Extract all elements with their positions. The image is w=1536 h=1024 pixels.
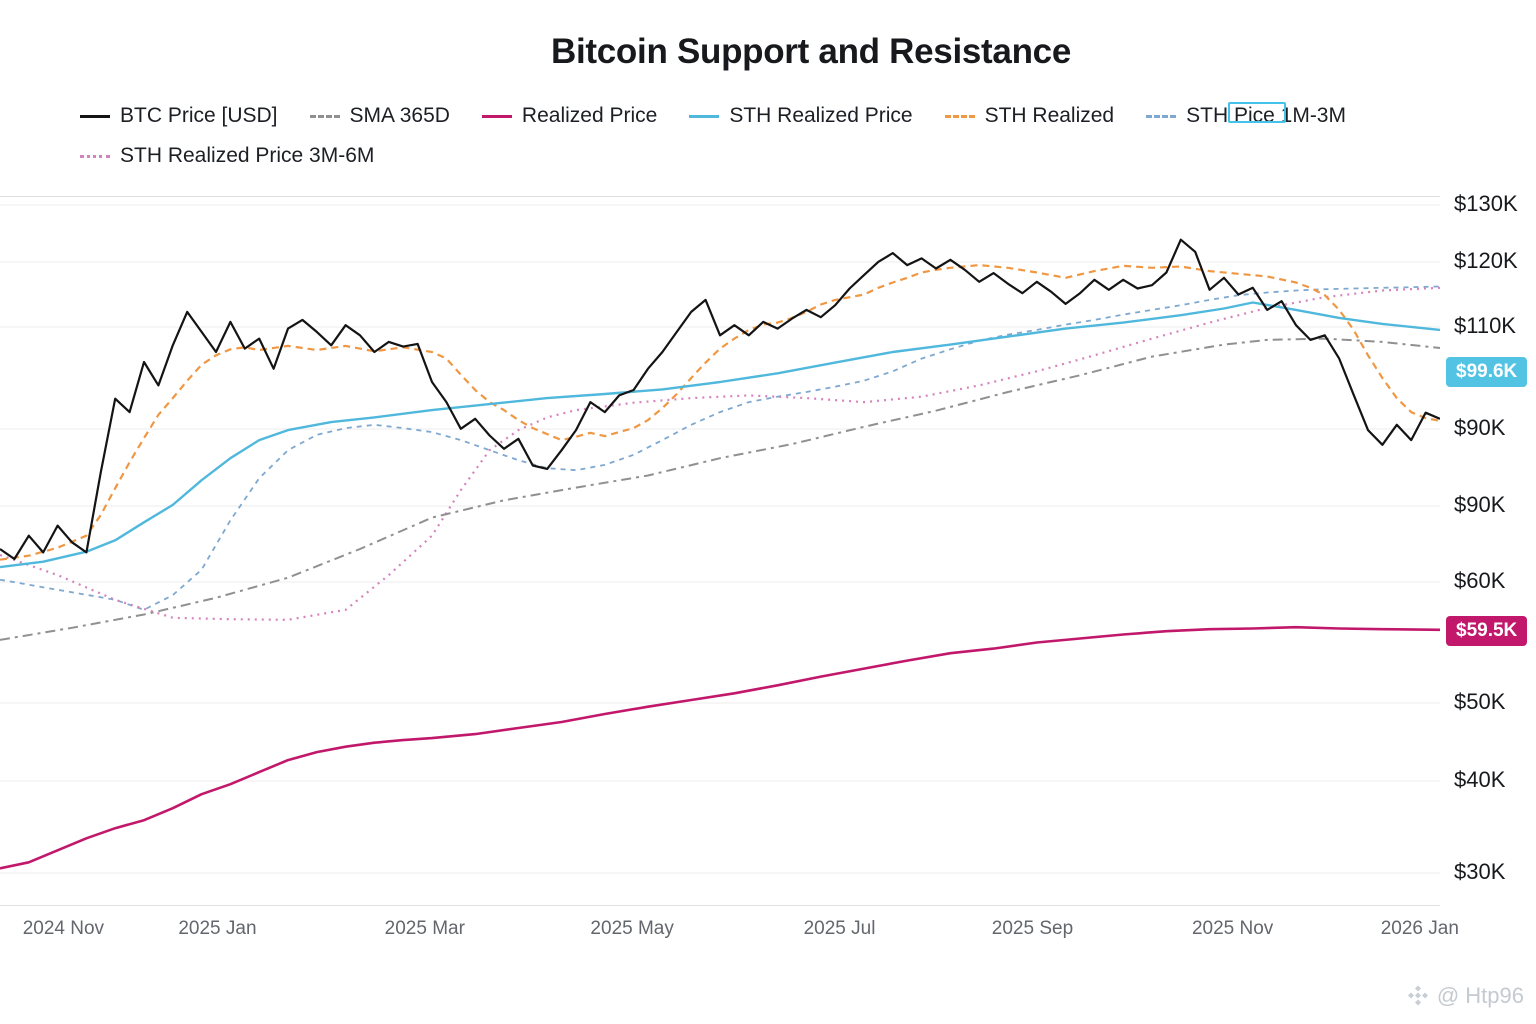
legend-item-sth-realized-price[interactable]: STH Realized Price (689, 102, 913, 130)
y-axis-label: $60K (1454, 568, 1506, 593)
legend-item-sth-realized-price-3m-6m[interactable]: STH Realized Price 3M-6M (80, 142, 374, 170)
chart-svg[interactable] (0, 196, 1441, 906)
legend-item-realized-price[interactable]: Realized Price (481, 102, 658, 130)
x-axis-label: 2025 Mar (384, 918, 465, 939)
last-value-badge: $59.5K (1446, 616, 1528, 646)
legend-swatch-icon (689, 114, 720, 118)
x-axis-label: 2025 May (590, 918, 674, 939)
watermark-text: @ Htp96 (1436, 983, 1524, 1008)
legend-swatch-icon (944, 114, 975, 118)
legend-label: SMA 365D (349, 104, 450, 127)
series-line-3 (0, 301, 1441, 569)
legend-highlight-artifact (1228, 102, 1286, 123)
watermark: @ Htp96 (1406, 983, 1524, 1009)
legend: BTC Price [USD] SMA 365D Realized Price … (80, 102, 1480, 170)
series-line-2 (0, 625, 1441, 870)
plot-area (0, 196, 1441, 906)
x-axis-label: 2025 Jan (178, 918, 257, 939)
series-line-5 (0, 285, 1441, 611)
legend-item-sth-price-1m-3m[interactable]: STH Pice 1M-3M (1146, 102, 1346, 130)
series-line-6 (0, 286, 1441, 621)
x-axis-label: 2026 Jan (1380, 918, 1459, 939)
series-line-1 (0, 337, 1441, 641)
legend-item-sth-realized[interactable]: STH Realized (944, 102, 1115, 130)
last-value-badge: $99.6K (1446, 357, 1528, 387)
series-line-0 (0, 238, 1441, 561)
legend-label: Realized Price (521, 104, 658, 127)
x-axis-label: 2024 Nov (22, 918, 105, 939)
y-axis-label: $120K (1454, 248, 1518, 273)
series-line-4 (0, 264, 1441, 561)
y-axis-label: $50K (1454, 689, 1506, 714)
legend-label: STH Realized Price (729, 104, 913, 127)
legend-swatch-icon (80, 154, 110, 158)
legend-item-sma-365d[interactable]: SMA 365D (309, 102, 450, 130)
x-axis-label: 2025 Jul (803, 918, 876, 939)
legend-swatch-icon (309, 114, 340, 118)
y-axis-label: $30K (1454, 859, 1506, 884)
legend-label: STH Realized Price 3M-6M (120, 144, 375, 167)
y-axis-label: $90K (1454, 415, 1506, 440)
y-axis-label: $90K (1454, 492, 1506, 517)
chart-title: Bitcoin Support and Resistance (551, 32, 1071, 71)
legend-label: STH Pice 1M-3M (1186, 104, 1346, 127)
binance-logo-icon (1407, 985, 1428, 1006)
x-axis-label: 2025 Nov (1191, 918, 1274, 939)
y-axis-label: $130K (1454, 191, 1518, 216)
y-axis-label: $110K (1454, 313, 1516, 338)
legend-label: STH Realized (984, 104, 1115, 127)
legend-label: BTC Price [USD] (120, 104, 278, 127)
legend-swatch-icon (80, 114, 110, 118)
y-axis-label: $40K (1454, 767, 1506, 792)
legend-item-btc-price[interactable]: BTC Price [USD] (80, 102, 278, 130)
legend-swatch-icon (1146, 114, 1177, 118)
x-axis-label: 2025 Sep (991, 918, 1074, 939)
legend-swatch-icon (481, 114, 512, 118)
